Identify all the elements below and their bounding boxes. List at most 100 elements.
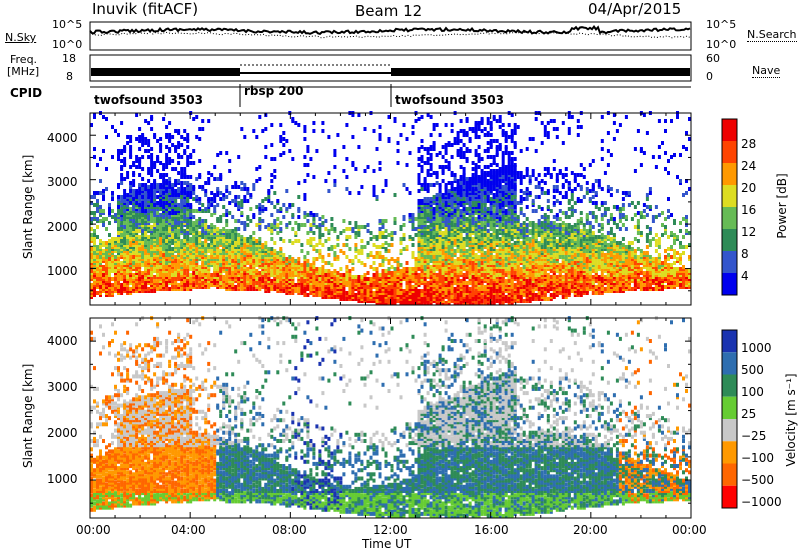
- heatmap-cell: [153, 185, 157, 189]
- heatmap-cell: [111, 277, 114, 281]
- heatmap-cell: [333, 251, 337, 255]
- heatmap-cell: [186, 163, 190, 167]
- heatmap-cell: [303, 163, 307, 167]
- heatmap-cell: [114, 129, 117, 133]
- heatmap-cell: [261, 129, 265, 133]
- heatmap-cell: [153, 161, 157, 165]
- heatmap-cell: [210, 173, 214, 177]
- heatmap-cell: [441, 193, 445, 197]
- heatmap-cell: [150, 147, 154, 151]
- heatmap-cell: [381, 255, 385, 259]
- heatmap-cell: [411, 297, 415, 301]
- heatmap-cell: [435, 277, 439, 281]
- heatmap-cell: [117, 183, 120, 187]
- heatmap-cell: [117, 195, 120, 199]
- heatmap-cell: [171, 135, 175, 139]
- heatmap-cell: [351, 275, 355, 279]
- heatmap-cell: [165, 251, 169, 255]
- heatmap-cell: [102, 189, 105, 193]
- heatmap-cell: [180, 225, 184, 229]
- heatmap-cell: [270, 213, 274, 217]
- heatmap-cell: [303, 193, 307, 197]
- heatmap-cell: [228, 211, 232, 215]
- heatmap-cell: [297, 207, 301, 211]
- heatmap-cell: [468, 287, 472, 291]
- heatmap-cell: [471, 263, 475, 267]
- heatmap-cell: [435, 227, 439, 231]
- heatmap-cell: [231, 241, 235, 245]
- heatmap-cell: [363, 291, 367, 295]
- heatmap-cell: [321, 255, 325, 259]
- heatmap-cell: [183, 229, 187, 233]
- heatmap-cell: [132, 171, 136, 175]
- heatmap-cell: [123, 177, 127, 181]
- heatmap-cell: [339, 267, 343, 271]
- heatmap-cell: [93, 155, 96, 159]
- heatmap-cell: [141, 275, 145, 279]
- heatmap-cell: [288, 239, 292, 243]
- heatmap-cell: [246, 249, 250, 253]
- heatmap-cell: [135, 113, 139, 117]
- heatmap-cell: [288, 255, 292, 259]
- heatmap-cell: [450, 171, 454, 175]
- heatmap-cell: [192, 185, 196, 189]
- heatmap-cell: [207, 209, 211, 213]
- heatmap-cell: [291, 241, 295, 245]
- heatmap-cell: [141, 167, 145, 171]
- heatmap-cell: [141, 263, 145, 267]
- heatmap-cell: [90, 211, 93, 215]
- heatmap-cell: [204, 223, 208, 227]
- heatmap-cell: [264, 207, 268, 211]
- heatmap-cell: [357, 249, 361, 253]
- heatmap-cell: [150, 127, 154, 131]
- heatmap-cell: [483, 233, 487, 237]
- heatmap-cell: [210, 223, 214, 227]
- heatmap-cell: [378, 235, 382, 239]
- heatmap-cell: [414, 233, 418, 237]
- heatmap-cell: [129, 149, 133, 153]
- heatmap-cell: [237, 155, 241, 159]
- heatmap-cell: [285, 257, 289, 261]
- heatmap-cell: [402, 237, 406, 241]
- heatmap-cell: [258, 217, 262, 221]
- heatmap-cell: [270, 271, 274, 275]
- heatmap-cell: [474, 247, 478, 251]
- heatmap-cell: [414, 227, 418, 231]
- heatmap-cell: [249, 265, 253, 269]
- heatmap-cell: [198, 201, 202, 205]
- heatmap-cell: [285, 223, 289, 227]
- heatmap-cell: [354, 297, 358, 301]
- heatmap-cell: [300, 243, 304, 247]
- heatmap-cell: [102, 265, 105, 269]
- heatmap-cell: [486, 117, 490, 121]
- heatmap-cell: [375, 277, 379, 281]
- heatmap-cell: [447, 141, 451, 145]
- heatmap-cell: [138, 271, 142, 275]
- heatmap-cell: [90, 217, 93, 221]
- heatmap-cell: [177, 261, 181, 265]
- heatmap-cell: [372, 193, 376, 197]
- heatmap-cell: [279, 221, 283, 225]
- heatmap-cell: [444, 143, 448, 147]
- heatmap-cell: [327, 287, 331, 291]
- heatmap-cell: [144, 183, 148, 187]
- heatmap-cell: [351, 281, 355, 285]
- heatmap-cell: [180, 175, 184, 179]
- heatmap-cell: [393, 231, 397, 235]
- heatmap-cell: [135, 201, 139, 205]
- heatmap-cell: [387, 291, 391, 295]
- heatmap-cell: [480, 241, 484, 245]
- heatmap-cell: [474, 253, 478, 257]
- heatmap-cell: [306, 287, 310, 291]
- heatmap-cell: [153, 279, 157, 283]
- heatmap-cell: [438, 199, 442, 203]
- heatmap-cell: [408, 151, 412, 155]
- heatmap-cell: [402, 247, 406, 251]
- heatmap-cell: [465, 223, 469, 227]
- heatmap-cell: [135, 165, 139, 169]
- heatmap-cell: [168, 275, 172, 279]
- heatmap-cell: [312, 129, 316, 133]
- heatmap-cell: [186, 137, 190, 141]
- heatmap-cell: [381, 281, 385, 285]
- heatmap-cell: [258, 207, 262, 211]
